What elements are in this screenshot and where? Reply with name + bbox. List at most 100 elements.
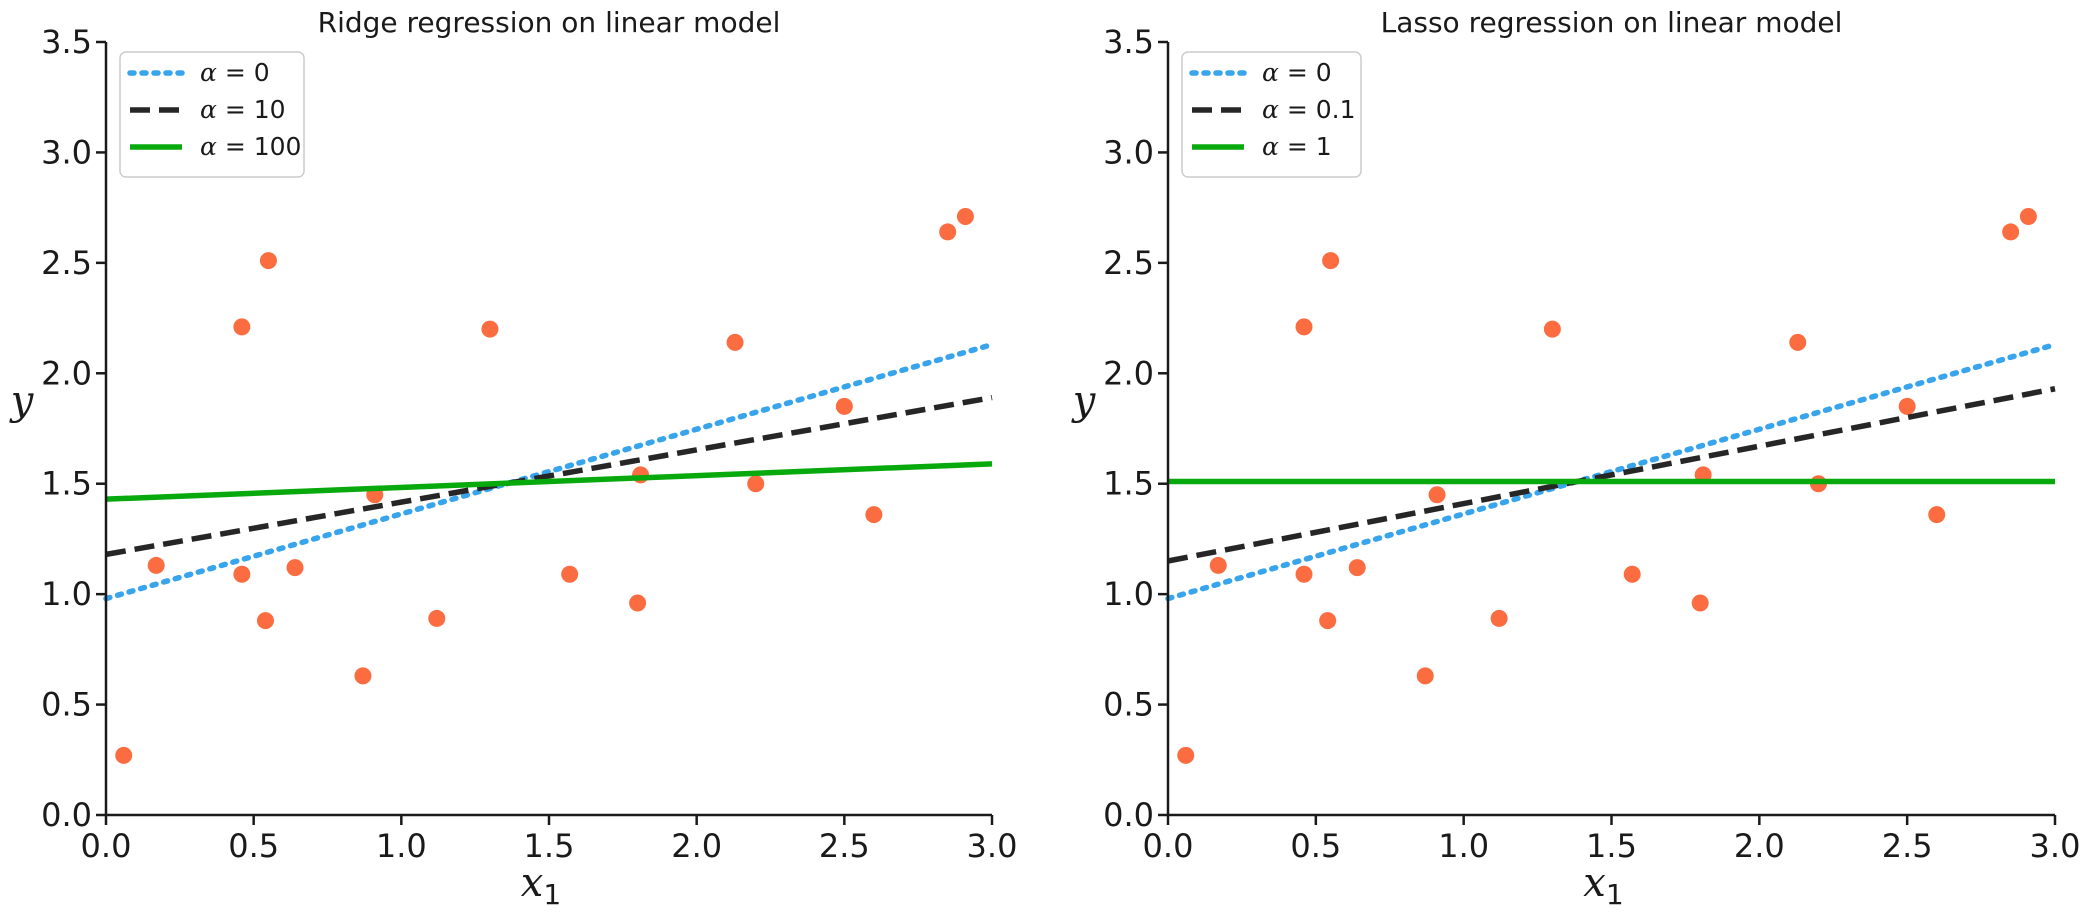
legend-alpha-symbol: α: [1262, 58, 1279, 87]
data-point: [1928, 506, 1946, 524]
series-line-dashed: [1167, 386, 2056, 564]
data-point: [1428, 486, 1446, 504]
data-point: [233, 318, 251, 336]
series-line-dashed: [105, 394, 993, 558]
data-point: [747, 475, 765, 493]
panel-lasso: Lasso regression on linear model 0.0 0.5 1.…: [1071, 6, 2080, 911]
y-tick-label: 1.5: [1103, 465, 1154, 503]
legend-alpha-value: = 100: [217, 132, 302, 161]
legend-alpha-value: = 0: [217, 58, 270, 87]
data-point: [286, 559, 304, 577]
data-point: [428, 609, 446, 627]
x-tick-label: 1.5: [1586, 827, 1637, 865]
y-tick-label: 2.5: [1103, 244, 1154, 282]
x-tick-label: 0.0: [81, 827, 132, 865]
legend-alpha-symbol: α: [1262, 95, 1279, 124]
data-point: [1789, 333, 1807, 351]
regression-lines: [1165, 341, 2058, 602]
data-point: [1623, 565, 1641, 583]
series-line-solid: [105, 461, 993, 502]
data-point: [561, 565, 579, 583]
legend: α = 0α = 0.1α = 1: [1181, 51, 1362, 178]
legend-alpha-value: = 1: [1279, 132, 1332, 161]
data-point: [481, 320, 499, 338]
data-point: [939, 223, 957, 241]
legend-entry: α = 100: [200, 132, 301, 161]
x-tick-label: 0.5: [1290, 827, 1341, 865]
legend-entry: α = 0.1: [1262, 95, 1356, 124]
x-tick-label: 1.0: [1438, 827, 1489, 865]
y-tick-label: 2.0: [1103, 354, 1154, 392]
y-tick-label: 0.0: [41, 796, 92, 834]
scatter-points: [115, 207, 974, 764]
legend-alpha-value: = 0: [1279, 58, 1332, 87]
y-tick-label: 1.5: [41, 465, 92, 503]
data-point: [629, 594, 647, 612]
x-tick-label: 0.5: [228, 827, 279, 865]
data-point: [256, 612, 274, 630]
legend-alpha-symbol: α: [200, 58, 217, 87]
legend-entry: α = 0: [1262, 58, 1332, 87]
x-axis-label: x1: [1583, 860, 1623, 911]
x-axis-label-main: x: [521, 860, 544, 906]
y-axis-label: y: [9, 378, 35, 424]
data-point: [1322, 252, 1340, 270]
y-axis-label: y: [1071, 378, 1097, 424]
legend-entry: α = 0: [200, 58, 270, 87]
x-tick-label: 1.0: [376, 827, 427, 865]
data-point: [1177, 746, 1195, 764]
data-point: [865, 506, 883, 524]
y-tick-label: 0.0: [1103, 796, 1154, 834]
legend-alpha-symbol: α: [1262, 132, 1279, 161]
x-axis-label-main: x: [1583, 860, 1606, 906]
regression-lines: [103, 341, 995, 602]
legend: α = 0α = 10α = 100: [119, 51, 305, 178]
x-tick-label: 3.0: [2030, 827, 2080, 865]
y-tick-label: 2.5: [41, 244, 92, 282]
y-tick-label: 3.0: [41, 133, 92, 171]
data-point: [2019, 207, 2037, 225]
data-point: [1691, 594, 1709, 612]
x-tick-label: 2.0: [671, 827, 722, 865]
data-point: [354, 667, 372, 685]
y-tick-label: 1.0: [41, 575, 92, 613]
x-tick-label: 0.0: [1143, 827, 1194, 865]
data-point: [1898, 397, 1916, 415]
x-tick-label: 1.5: [524, 827, 575, 865]
legend-alpha-value: = 10: [217, 95, 286, 124]
legend-alpha-value: = 0.1: [1279, 95, 1356, 124]
y-tick-label: 3.5: [41, 23, 92, 61]
x-tick-label: 2.5: [819, 827, 870, 865]
data-point: [259, 252, 277, 270]
data-point: [956, 207, 974, 225]
data-point: [1295, 565, 1313, 583]
data-point: [726, 333, 744, 351]
panel-ridge: Ridge regression on linear model 0.0 0.5 1.…: [9, 6, 1018, 911]
data-point: [1543, 320, 1561, 338]
x-tick-label: 2.0: [1734, 827, 1785, 865]
data-point: [1319, 612, 1337, 630]
data-point: [835, 397, 853, 415]
data-point: [233, 565, 251, 583]
y-tick-label: 0.5: [1103, 686, 1154, 724]
series-line-dotted: [103, 341, 995, 602]
data-point: [1295, 318, 1313, 336]
y-tick-label: 2.0: [41, 354, 92, 392]
x-tick-label: 2.5: [1882, 827, 1933, 865]
data-point: [1348, 559, 1366, 577]
legend-alpha-symbol: α: [200, 95, 217, 124]
data-point: [2002, 223, 2020, 241]
data-point: [1490, 609, 1508, 627]
y-tick-label: 3.5: [1103, 23, 1154, 61]
chart-title: Lasso regression on linear model: [1381, 6, 1843, 39]
data-point: [147, 556, 165, 574]
scatter-points: [1177, 207, 2037, 764]
series-line-dotted: [1165, 341, 2058, 602]
x-axis-label-subscript: 1: [543, 878, 561, 911]
y-tick-label: 1.0: [1103, 575, 1154, 613]
x-axis-label-subscript: 1: [1606, 878, 1624, 911]
chart-title: Ridge regression on linear model: [318, 6, 781, 39]
data-point: [1209, 556, 1227, 574]
legend-entry: α = 10: [200, 95, 286, 124]
